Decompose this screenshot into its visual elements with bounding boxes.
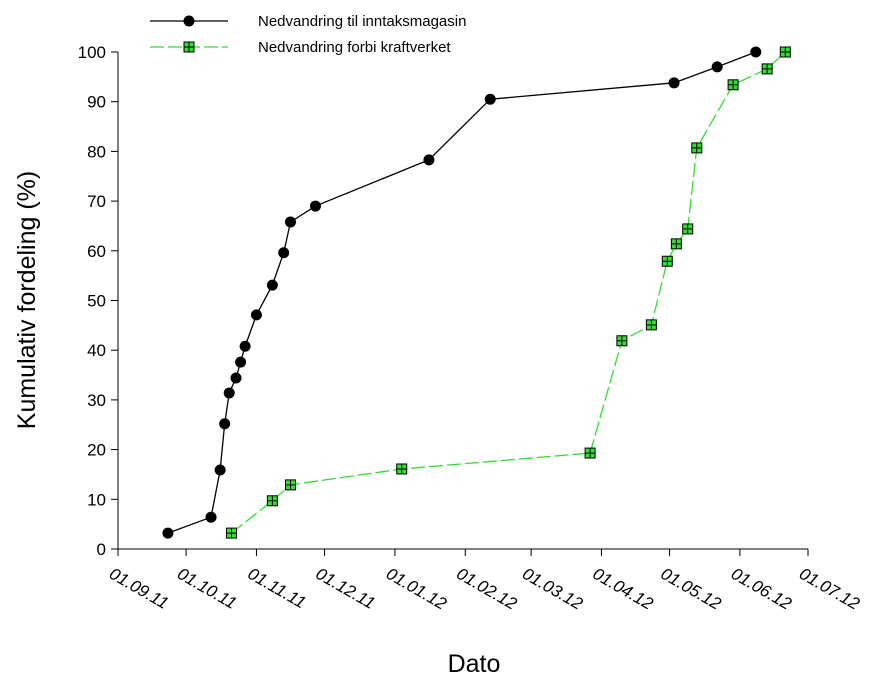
data-point: [423, 154, 435, 166]
marker-cross: [285, 479, 296, 490]
legend-label: Nedvandring forbi kraftverket: [258, 39, 451, 56]
marker-cross: [762, 63, 773, 74]
x-tick-label: 01.07.12: [796, 564, 863, 614]
data-point: [309, 200, 321, 212]
data-point: [584, 447, 596, 459]
data-point: [239, 340, 251, 352]
marker-cross: [226, 528, 237, 539]
marker-cross: [682, 223, 693, 234]
y-tick-label: 70: [87, 192, 106, 211]
data-point: [682, 223, 694, 235]
marker-cross: [616, 335, 627, 346]
data-point: [396, 463, 408, 475]
x-tick-label: 01.10.11: [174, 564, 240, 613]
marker-cross: [662, 256, 673, 267]
data-point: [219, 418, 231, 430]
marker-cross: [728, 79, 739, 90]
legend-marker: [183, 15, 195, 27]
x-axis-label: Dato: [448, 650, 501, 678]
series-line: [231, 51, 786, 534]
data-point: [223, 387, 235, 399]
data-point: [214, 464, 226, 476]
legend-marker: [183, 41, 195, 53]
x-tick-label: 01.01.12: [383, 564, 450, 614]
legend-label: Nedvandring til inntaksmagasin: [258, 13, 466, 30]
y-tick-label: 10: [87, 490, 106, 509]
x-tick-label: 01.09.11: [106, 564, 172, 613]
marker-cross: [396, 463, 407, 474]
y-tick-label: 20: [87, 441, 106, 460]
y-tick-label: 0: [97, 540, 106, 559]
data-point: [205, 511, 217, 523]
x-tick-label: 01.03.12: [519, 564, 586, 614]
y-tick-label: 90: [87, 93, 106, 112]
x-tick-label: 01.02.12: [453, 564, 520, 614]
data-point: [225, 527, 237, 539]
data-point: [266, 495, 278, 507]
data-point: [750, 46, 762, 58]
data-point: [727, 79, 739, 91]
x-tick-label: 01.04.12: [589, 564, 656, 614]
y-tick-label: 30: [87, 391, 106, 410]
x-tick-label: 01.11.11: [244, 564, 309, 612]
x-tick-label: 01.06.12: [728, 564, 795, 614]
x-tick-label: 01.05.12: [658, 564, 725, 614]
x-tick-label: 01.12.11: [313, 564, 379, 613]
data-point: [645, 319, 657, 331]
marker-cross: [691, 142, 702, 153]
data-point: [670, 238, 682, 250]
marker-cross: [646, 319, 657, 330]
marker-cross: [671, 238, 682, 249]
data-point: [285, 216, 296, 228]
data-point: [691, 142, 703, 154]
data-point: [711, 61, 723, 73]
data-point: [779, 46, 791, 58]
y-tick-label: 50: [87, 292, 106, 311]
y-axis-label: Kumulativ fordeling (%): [13, 171, 41, 429]
marker-cross: [585, 448, 596, 459]
y-tick-label: 100: [78, 43, 106, 62]
data-point: [266, 279, 278, 291]
data-point: [235, 356, 247, 368]
data-point: [761, 63, 773, 75]
data-point: [668, 77, 680, 89]
data-point: [250, 309, 262, 321]
data-point: [162, 527, 174, 539]
y-tick-label: 60: [87, 242, 106, 261]
data-point: [661, 255, 673, 267]
y-tick-label: 40: [87, 341, 106, 360]
marker-cross: [780, 47, 791, 57]
data-point: [616, 335, 628, 347]
data-point: [484, 93, 496, 105]
marker-cross: [184, 42, 194, 52]
marker-cross: [267, 495, 278, 506]
data-point: [278, 247, 290, 259]
data-point: [285, 479, 296, 491]
y-tick-label: 80: [87, 142, 106, 161]
data-point: [230, 372, 242, 384]
series-line: [167, 51, 757, 534]
